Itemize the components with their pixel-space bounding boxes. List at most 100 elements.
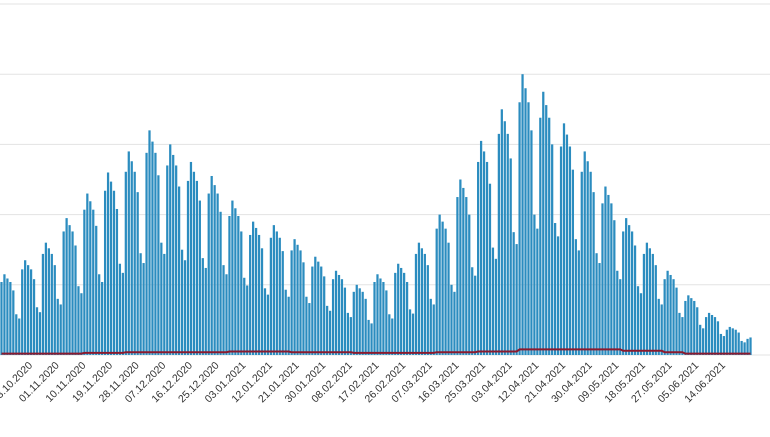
bar <box>444 228 447 355</box>
bar <box>136 192 139 355</box>
bar <box>551 144 554 355</box>
bar <box>562 123 566 355</box>
bar <box>636 286 640 355</box>
bar <box>405 281 409 355</box>
bar <box>142 263 145 355</box>
bar <box>604 186 607 355</box>
bar <box>625 218 628 355</box>
bar <box>103 190 107 355</box>
bar <box>74 245 77 355</box>
bar <box>166 165 169 355</box>
bar <box>219 211 222 355</box>
bar <box>281 251 284 355</box>
bar <box>358 288 361 355</box>
bar <box>77 286 80 355</box>
bar <box>198 200 201 355</box>
bar <box>527 102 530 355</box>
bar <box>613 220 616 355</box>
bar <box>177 186 181 355</box>
bar <box>485 161 489 355</box>
bar <box>503 121 506 355</box>
bar <box>704 317 708 355</box>
bar <box>524 88 527 356</box>
bar <box>494 258 498 355</box>
bar <box>379 278 382 355</box>
bar <box>438 214 441 355</box>
bar <box>521 74 524 355</box>
bar <box>595 253 598 355</box>
bar <box>586 161 589 355</box>
bar <box>272 225 275 355</box>
bar <box>699 324 702 355</box>
bar <box>278 237 281 355</box>
bar <box>710 314 714 355</box>
bar <box>62 231 65 355</box>
bar <box>408 309 412 355</box>
bar <box>92 209 95 355</box>
bar <box>696 307 699 355</box>
bar <box>124 171 127 355</box>
bar <box>154 152 157 355</box>
bar <box>509 158 512 355</box>
bar <box>702 328 705 355</box>
bar <box>98 274 101 355</box>
bar <box>734 329 737 355</box>
bar <box>240 231 243 355</box>
bar <box>257 234 261 355</box>
bar <box>334 270 338 355</box>
bar <box>323 276 326 355</box>
bar <box>559 146 563 355</box>
bar <box>453 291 456 355</box>
bar <box>417 242 421 355</box>
bar <box>678 312 681 355</box>
bar <box>432 304 435 355</box>
bar <box>459 179 462 355</box>
bar <box>491 247 495 355</box>
bar <box>482 151 486 355</box>
bar <box>743 342 746 355</box>
bar <box>746 338 749 355</box>
bar <box>314 256 317 355</box>
bar <box>654 265 657 355</box>
bar <box>56 298 59 355</box>
bar <box>163 253 166 355</box>
bar <box>9 281 12 355</box>
bar <box>50 253 53 355</box>
bar <box>545 105 548 355</box>
bar <box>639 293 643 355</box>
bar <box>394 272 397 355</box>
bar <box>130 161 133 355</box>
bar <box>675 287 678 355</box>
bar <box>515 244 518 355</box>
bar <box>89 201 92 355</box>
bar <box>367 319 370 355</box>
bar <box>86 193 89 355</box>
bar <box>12 290 15 355</box>
bar <box>574 239 577 355</box>
line <box>1 348 751 355</box>
bar <box>189 161 193 355</box>
bar <box>666 270 669 355</box>
bar <box>456 197 459 355</box>
bar <box>441 221 444 355</box>
bar <box>690 298 693 355</box>
bar <box>651 253 654 355</box>
bar <box>423 253 426 355</box>
bar <box>737 332 740 355</box>
bar <box>83 209 86 355</box>
bar <box>497 133 500 355</box>
bar <box>308 303 311 355</box>
bar <box>610 203 613 355</box>
bar <box>53 265 56 355</box>
bar <box>642 253 646 355</box>
bar <box>252 221 255 355</box>
bar <box>687 295 690 355</box>
bar <box>518 102 521 355</box>
bar <box>47 248 50 355</box>
bar <box>716 321 720 355</box>
bar <box>349 317 352 355</box>
bar <box>71 231 74 355</box>
bar <box>411 313 415 355</box>
